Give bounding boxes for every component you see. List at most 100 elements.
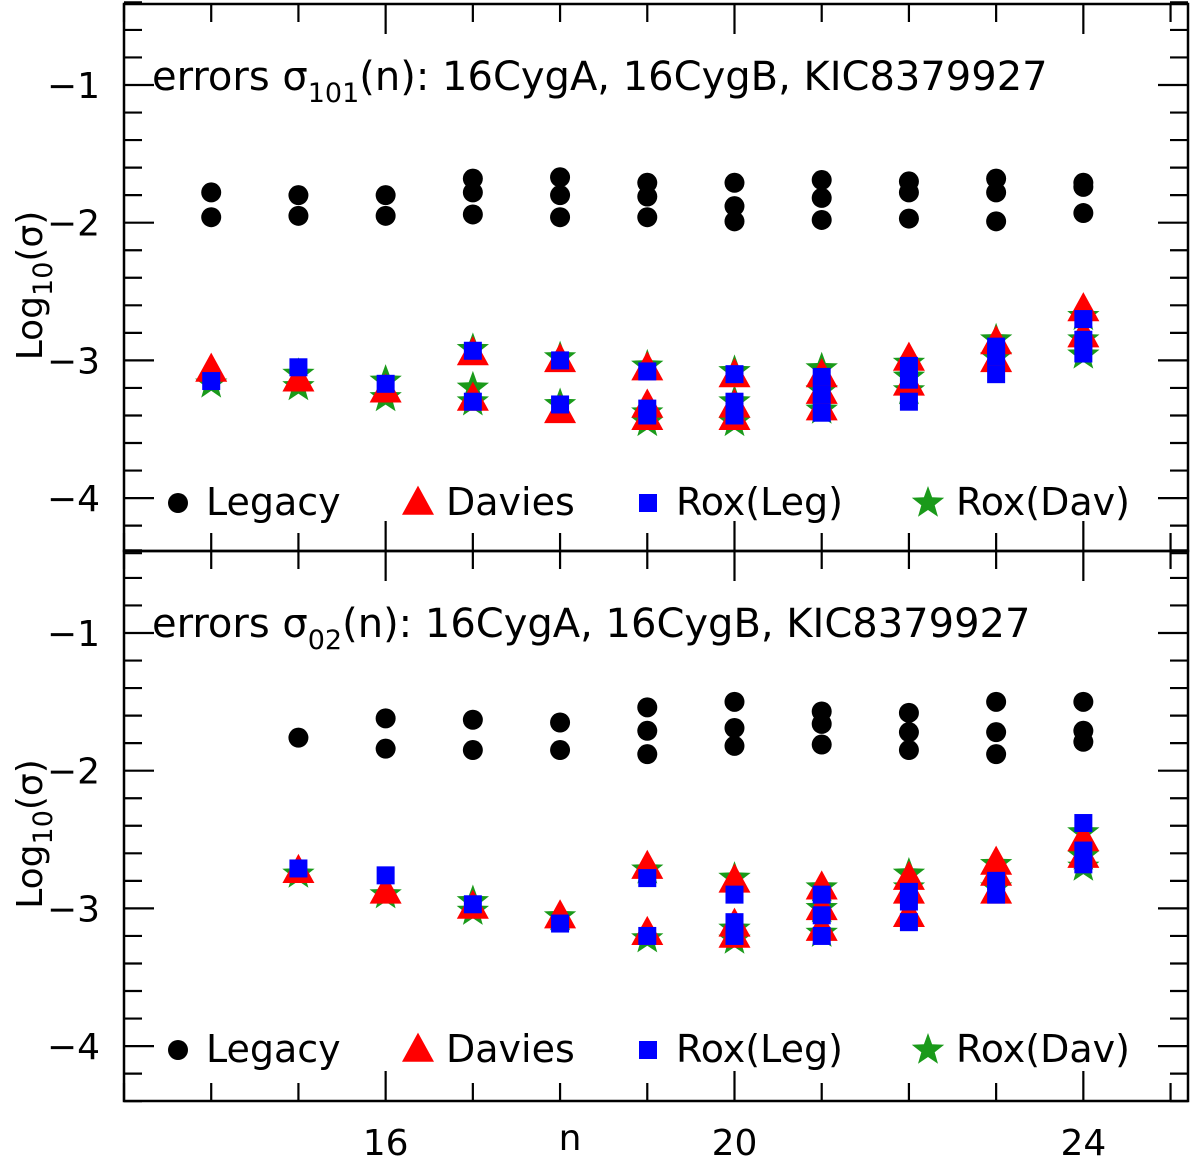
data-point: [1074, 841, 1093, 860]
legend-marker: [168, 493, 188, 513]
x-axis-label: n: [559, 1118, 582, 1159]
data-point: [724, 718, 745, 739]
y-tick-label: −3: [47, 341, 100, 382]
data-point: [463, 392, 482, 411]
data-point: [1074, 814, 1093, 833]
data-point: [637, 207, 658, 228]
data-point: [201, 207, 222, 228]
y-tick-label: −2: [47, 204, 100, 245]
legend-marker: [639, 1041, 657, 1059]
data-point: [463, 341, 482, 360]
data-point: [812, 906, 831, 925]
data-point: [987, 365, 1006, 384]
data-point: [725, 926, 744, 945]
y-tick-label: −1: [47, 614, 100, 655]
data-point: [462, 182, 483, 203]
data-point: [1073, 203, 1094, 224]
data-point: [551, 395, 570, 414]
data-point: [724, 691, 745, 712]
x-tick-label: 24: [1060, 1123, 1106, 1160]
data-point: [812, 403, 831, 422]
data-point: [811, 713, 832, 734]
data-point: [638, 362, 657, 381]
data-point: [1074, 855, 1093, 874]
series-rox-leg: [289, 814, 1093, 945]
data-point: [288, 185, 309, 206]
y-tick-label: −1: [47, 66, 100, 107]
data-point: [1074, 344, 1093, 363]
data-point: [637, 172, 658, 193]
data-point: [899, 356, 918, 375]
legend-label: Davies: [446, 480, 575, 524]
data-point: [1074, 310, 1093, 329]
data-point: [375, 205, 396, 226]
data-point: [288, 727, 309, 748]
chart-panel-top: −1 −2 −3 −4 Log10(σ) errors σ101(n): 16CygA, …: [10, 1, 1190, 555]
y-axis-label: Log10(σ): [10, 759, 59, 909]
data-point: [638, 406, 657, 425]
data-point: [811, 187, 832, 208]
legend-marker: [168, 1040, 188, 1060]
legend-label: Legacy: [206, 1027, 341, 1071]
y-tick-label: −2: [47, 752, 100, 793]
data-point: [550, 712, 571, 733]
data-point: [986, 168, 1007, 189]
chart-title: errors σ02(n): 16CygA, 16CygB, KIC837992…: [152, 601, 1030, 656]
chart-panel-bottom: −1 −2 −3 −4 Log10(σ) errors σ02(n): 16CygA, 1…: [10, 549, 1190, 1103]
legend-label: Rox(Leg): [676, 1027, 843, 1071]
data-point: [725, 365, 744, 384]
data-point: [369, 874, 402, 904]
series-rox-leg: [202, 310, 1093, 425]
legend-label: Legacy: [206, 480, 341, 524]
data-point: [289, 358, 308, 377]
data-point: [376, 374, 395, 393]
data-point: [638, 926, 657, 945]
data-point: [637, 744, 658, 765]
data-point: [898, 208, 919, 229]
data-point: [986, 744, 1007, 765]
data-point: [725, 885, 744, 904]
series-legacy: [201, 167, 1094, 232]
data-point: [812, 367, 831, 386]
data-point: [550, 740, 571, 761]
data-point: [724, 735, 745, 756]
data-point: [986, 691, 1007, 712]
data-point: [463, 895, 482, 914]
legend-marker: [402, 485, 434, 515]
x-tick-label: 20: [712, 1123, 758, 1160]
data-point: [812, 885, 831, 904]
data-point: [550, 167, 571, 188]
data-point: [289, 859, 308, 878]
data-point: [724, 172, 745, 193]
data-point: [201, 182, 222, 203]
data-point: [1073, 731, 1094, 752]
data-point: [811, 170, 832, 191]
y-tick-label: −3: [47, 889, 100, 930]
legend-marker: [911, 1033, 945, 1064]
data-point: [812, 385, 831, 404]
data-point: [725, 913, 744, 932]
series-davies: [282, 822, 1100, 948]
chart-title: errors σ101(n): 16CygA, 16CygB, KIC83799…: [152, 54, 1048, 109]
data-point: [550, 207, 571, 228]
legend-marker: [911, 486, 945, 517]
data-point: [724, 196, 745, 217]
data-point: [1073, 176, 1094, 197]
data-point: [551, 914, 570, 933]
data-point: [462, 740, 483, 761]
series-legacy: [288, 691, 1094, 765]
data-point: [638, 869, 657, 888]
data-point: [718, 863, 751, 893]
data-point: [202, 372, 221, 391]
data-point: [987, 885, 1006, 904]
data-point: [899, 913, 918, 932]
data-point: [637, 186, 658, 207]
y-axis-label: Log10(σ): [10, 211, 59, 361]
data-point: [899, 392, 918, 411]
data-point: [462, 204, 483, 225]
data-point: [724, 211, 745, 232]
data-point: [282, 362, 315, 392]
data-point: [375, 185, 396, 206]
